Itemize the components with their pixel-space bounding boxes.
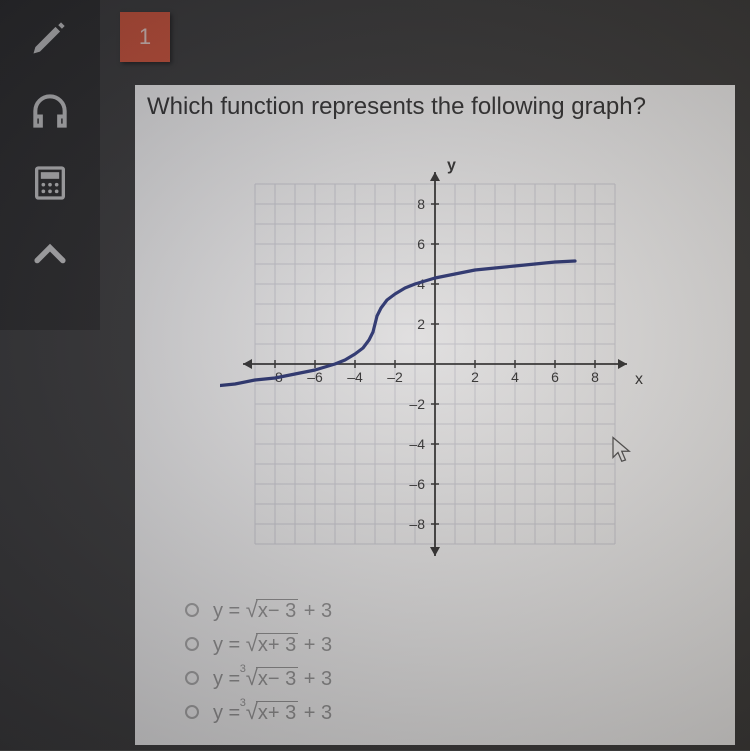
radio-icon bbox=[185, 671, 199, 685]
page-tab-label: 1 bbox=[139, 24, 151, 50]
svg-text:–4: –4 bbox=[409, 436, 425, 452]
toolbar bbox=[0, 0, 100, 330]
chevron-up-icon[interactable] bbox=[28, 233, 72, 277]
function-graph: –8–6–4–22468–8–6–4–22468xy bbox=[220, 149, 650, 579]
answer-option[interactable]: y = 3√x− 3 + 3 bbox=[185, 665, 685, 691]
svg-text:y: y bbox=[447, 157, 456, 174]
svg-text:6: 6 bbox=[551, 369, 559, 385]
pencil-icon[interactable] bbox=[28, 15, 72, 59]
answer-option[interactable]: y = √x+ 3 + 3 bbox=[185, 631, 685, 657]
svg-text:2: 2 bbox=[471, 369, 479, 385]
answer-formula: y = √x+ 3 + 3 bbox=[213, 631, 332, 657]
answer-list: y = √x− 3 + 3 y = √x+ 3 + 3 y = 3√x− 3 +… bbox=[135, 579, 735, 751]
radio-icon bbox=[185, 603, 199, 617]
svg-text:x: x bbox=[635, 371, 643, 388]
svg-text:–4: –4 bbox=[347, 369, 363, 385]
radio-icon bbox=[185, 637, 199, 651]
headphones-icon[interactable] bbox=[28, 89, 72, 133]
question-text: Which function represents the following … bbox=[135, 85, 735, 129]
svg-text:2: 2 bbox=[417, 316, 425, 332]
answer-option[interactable]: y = √x− 3 + 3 bbox=[185, 597, 685, 623]
question-panel: Which function represents the following … bbox=[135, 85, 735, 745]
calculator-icon[interactable] bbox=[30, 163, 70, 203]
answer-formula: y = √x− 3 + 3 bbox=[213, 597, 332, 623]
answer-formula: y = 3√x− 3 + 3 bbox=[213, 665, 332, 691]
radio-icon bbox=[185, 705, 199, 719]
svg-text:–2: –2 bbox=[387, 369, 403, 385]
answer-option[interactable]: y = 3√x+ 3 + 3 bbox=[185, 699, 685, 725]
answer-formula: y = 3√x+ 3 + 3 bbox=[213, 699, 332, 725]
cursor-icon bbox=[610, 435, 636, 470]
page-tab-1[interactable]: 1 bbox=[120, 12, 170, 62]
chart-container: –8–6–4–22468–8–6–4–22468xy bbox=[135, 129, 735, 579]
svg-text:–6: –6 bbox=[409, 476, 425, 492]
svg-text:6: 6 bbox=[417, 236, 425, 252]
svg-text:4: 4 bbox=[511, 369, 519, 385]
svg-text:–8: –8 bbox=[409, 516, 425, 532]
svg-text:8: 8 bbox=[591, 369, 599, 385]
svg-text:8: 8 bbox=[417, 196, 425, 212]
svg-text:–2: –2 bbox=[409, 396, 425, 412]
